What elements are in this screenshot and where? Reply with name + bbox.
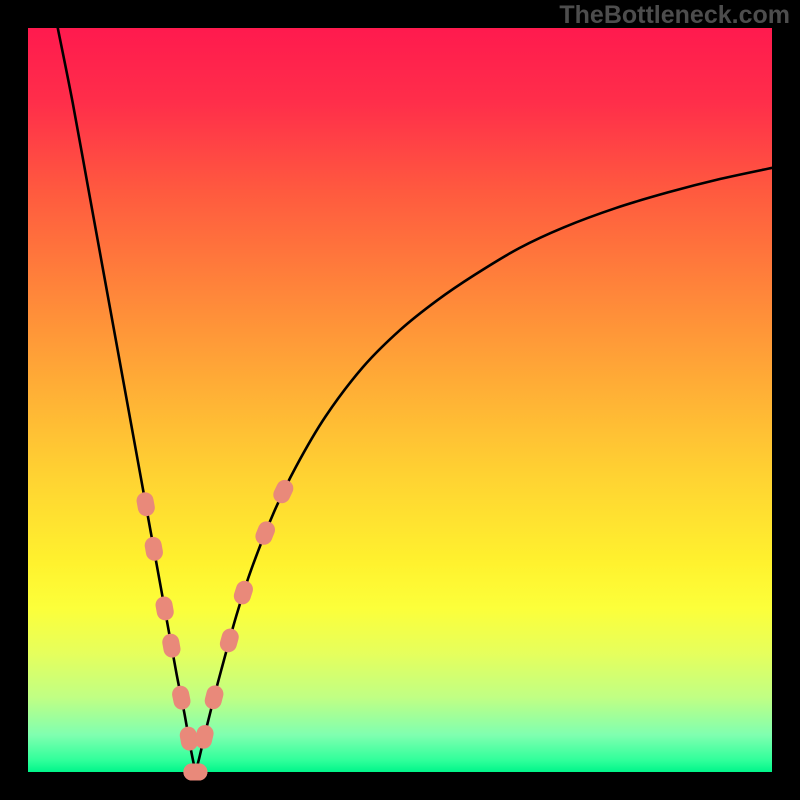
plot-background: [28, 28, 772, 772]
chart-root: TheBottleneck.com: [0, 0, 800, 800]
watermark-text: TheBottleneck.com: [559, 1, 790, 29]
bead: [183, 764, 207, 781]
bottleneck-chart: TheBottleneck.com: [0, 0, 800, 800]
